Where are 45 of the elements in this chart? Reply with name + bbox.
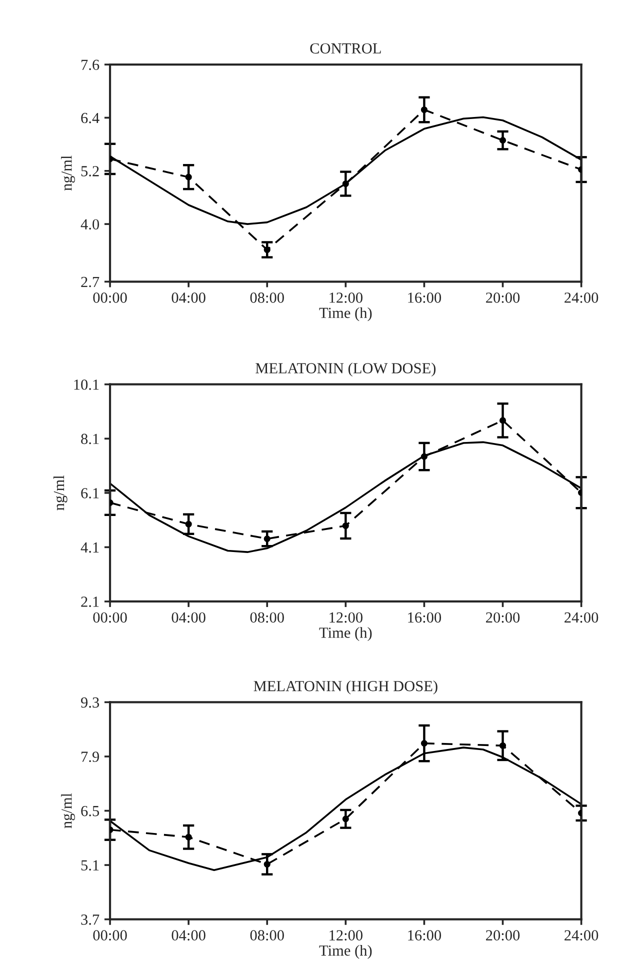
y-tick-label: 8.1	[81, 434, 99, 444]
x-tick-label: 12:00	[330, 292, 362, 303]
x-tick-label: 00:00	[93, 930, 127, 941]
y-tick-label: 4.1	[80, 542, 99, 553]
y-tick-label: 4.0	[80, 219, 100, 230]
x-tick-label: 24:00	[564, 930, 598, 941]
y-tick-label: 10.1	[74, 379, 99, 390]
x-tick-label: 20:00	[486, 612, 520, 623]
x-tick-label: 12:00	[330, 930, 362, 941]
x-tick-label: 16:00	[408, 292, 442, 303]
y-tick-label: 5.1	[81, 860, 99, 871]
y-tick-label: 9.3	[81, 697, 100, 708]
chart-title: MELATONIN (HIGH DOSE)	[254, 680, 438, 694]
x-tick-label: 04:00	[172, 292, 206, 303]
y-tick-label: 2.7	[81, 276, 100, 288]
y-axis-title: ng/ml	[61, 156, 75, 191]
x-tick-label: 04:00	[172, 930, 206, 941]
x-tick-label: 00:00	[93, 292, 127, 303]
y-tick-label: 5.2	[81, 166, 99, 176]
x-tick-label: 16:00	[408, 930, 442, 941]
y-tick-label: 7.9	[82, 752, 99, 762]
x-tick-label: 20:00	[486, 930, 520, 941]
x-tick-label: 08:00	[250, 292, 284, 303]
y-axis-title: ng/ml	[53, 475, 68, 510]
x-axis-title: Time (h)	[319, 307, 372, 322]
x-tick-label: 04:00	[172, 612, 206, 623]
x-tick-label: 08:00	[250, 930, 284, 941]
y-tick-label: 6.4	[81, 112, 100, 124]
x-tick-label: 24:00	[564, 612, 598, 623]
y-tick-label: 7.6	[82, 60, 100, 70]
y-tick-label: 6.1	[81, 488, 99, 498]
x-tick-label: 08:00	[250, 612, 284, 623]
y-tick-label: 6.5	[81, 806, 100, 816]
x-tick-label: 24:00	[564, 292, 598, 303]
chart-title: CONTROL	[310, 43, 381, 54]
x-tick-label: 20:00	[486, 292, 520, 303]
y-axis-title: ng/ml	[61, 793, 75, 828]
y-tick-label: 2.1	[81, 596, 99, 607]
x-tick-label: 12:00	[330, 612, 362, 623]
x-tick-label: 16:00	[408, 612, 442, 623]
y-tick-label: 3.7	[81, 914, 100, 925]
x-axis-title: Time (h)	[319, 944, 372, 959]
x-axis-title: Time (h)	[319, 627, 372, 641]
x-tick-label: 00:00	[93, 612, 127, 623]
chart-title: MELATONIN (LOW DOSE)	[256, 362, 436, 376]
